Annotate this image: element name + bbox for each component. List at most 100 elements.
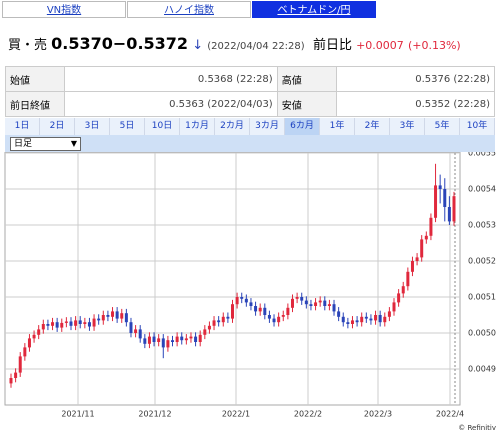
candle-body — [258, 307, 262, 312]
candle-body — [198, 334, 202, 342]
candle-body — [212, 320, 216, 326]
candle-body — [27, 338, 31, 348]
x-tick-label: 2021/12 — [138, 410, 171, 419]
period-button[interactable]: 2カ月 — [215, 118, 250, 135]
candle-body — [397, 293, 401, 303]
candle-body — [286, 307, 290, 315]
candle-body — [14, 372, 18, 378]
candle-body — [55, 322, 59, 328]
interval-select[interactable]: 日足 ▼ — [10, 137, 81, 151]
candle-body — [9, 378, 13, 384]
cell-value: 0.5368 (22:28) — [64, 66, 278, 92]
toolbar — [5, 135, 495, 152]
candle-body — [374, 315, 378, 321]
candle-body — [143, 338, 147, 344]
candle-body — [244, 298, 248, 303]
candle-body — [78, 320, 82, 324]
change-label: 前日比 — [312, 38, 352, 53]
candle-body — [138, 329, 142, 339]
candle-body — [147, 336, 151, 344]
candle-body — [152, 336, 156, 342]
candle-body — [134, 329, 138, 333]
y-tick-label: 0.0051 — [468, 293, 496, 302]
candle-body — [64, 321, 68, 323]
candle-body — [203, 329, 207, 335]
period-button[interactable]: 10年 — [460, 118, 495, 135]
candle-body — [115, 311, 119, 319]
candle-body — [406, 271, 410, 287]
candle-body — [327, 304, 331, 306]
x-tick-label: 2021/11 — [61, 410, 94, 419]
cell-header: 前日終値 — [5, 91, 65, 117]
candle-body — [323, 300, 327, 306]
period-button[interactable]: 1カ月 — [180, 118, 215, 135]
candle-body — [364, 316, 368, 319]
quote: 買・売 0.5370−0.5372 ↓ (2022/04/04 22:28) 前… — [8, 34, 461, 53]
candle-body — [189, 336, 193, 339]
candle-body — [447, 207, 451, 222]
period-button[interactable]: 2年 — [355, 118, 390, 135]
candle-body — [37, 329, 41, 335]
candle-body — [360, 316, 364, 323]
quote-label: 買・売 — [8, 38, 48, 53]
candle-body — [350, 320, 354, 324]
candle-body — [346, 322, 350, 324]
arrow: ↓ — [192, 38, 204, 53]
candle-body — [267, 315, 271, 319]
candle-body — [438, 185, 442, 189]
candle-body — [69, 321, 73, 326]
candle-body — [120, 313, 124, 319]
candle-body — [415, 257, 419, 261]
candle-body — [318, 300, 322, 303]
candle-body — [281, 315, 285, 317]
cell-value: 0.5376 (22:28) — [335, 66, 496, 92]
candle-body — [129, 322, 133, 333]
candle-body — [424, 235, 428, 240]
candle-body — [97, 318, 101, 321]
candle-body — [32, 334, 36, 339]
period-button[interactable]: 5日 — [110, 118, 145, 135]
cell-header: 高値 — [276, 66, 337, 92]
period-button[interactable]: 3年 — [390, 118, 425, 135]
period-button[interactable]: 10日 — [145, 118, 180, 135]
candle-body — [420, 239, 424, 258]
candle-body — [18, 356, 22, 373]
period-button[interactable]: 2日 — [40, 118, 75, 135]
tab[interactable]: ベトナムドン/円 — [252, 1, 376, 18]
candle-body — [221, 316, 225, 323]
period-button[interactable]: 5年 — [425, 118, 460, 135]
candle-body — [235, 297, 239, 305]
candle-body — [101, 315, 105, 321]
period-button[interactable]: 3カ月 — [250, 118, 285, 135]
period-button[interactable]: 1日 — [5, 118, 40, 135]
candle-body — [337, 311, 341, 317]
x-tick-label: 2022/3 — [364, 410, 392, 419]
candle-body — [387, 311, 391, 317]
candle-body — [166, 340, 170, 348]
y-tick-label: 0.0052 — [468, 257, 496, 266]
candle-body — [51, 322, 55, 326]
y-tick-label: 0.0049 — [468, 365, 496, 374]
candle-body — [74, 320, 78, 326]
tab[interactable]: ハノイ指数 — [127, 1, 251, 18]
candle-body — [184, 338, 188, 341]
candle-body — [332, 304, 336, 312]
period-button[interactable]: 3日 — [75, 118, 110, 135]
quote-time: (2022/04/04 22:28) — [207, 41, 305, 52]
candle-body — [60, 322, 64, 328]
candle-body — [341, 316, 345, 323]
bid-ask: 0.5370−0.5372 — [51, 34, 189, 53]
period-buttons: 1日 2日 3日 5日 10日 1カ月 2カ月 3カ月 6カ月 1年 2年 3年 5年 10年 — [5, 118, 495, 135]
candle-body — [309, 304, 313, 306]
candle-body — [231, 304, 234, 319]
candle-body — [434, 185, 438, 218]
x-tick-label: 2022/2 — [294, 410, 322, 419]
candle-body — [161, 338, 165, 348]
tab[interactable]: VN指数 — [2, 1, 126, 18]
candle-body — [240, 297, 244, 299]
period-button[interactable]: 1年 — [320, 118, 355, 135]
candle-body — [295, 297, 299, 299]
candle-body — [263, 307, 267, 315]
period-button[interactable]: 6カ月 — [285, 118, 320, 135]
table-row: 始値 0.5368 (22:28) 高値 0.5376 (22:28) — [5, 66, 496, 92]
